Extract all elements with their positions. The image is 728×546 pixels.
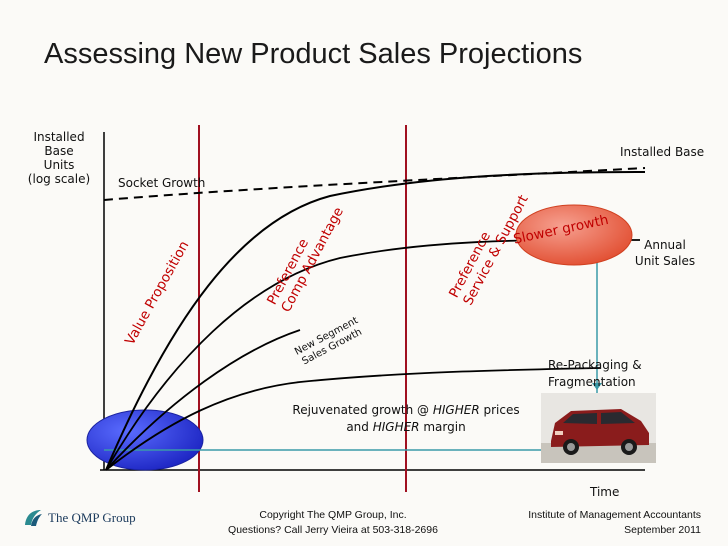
installed-base-curve bbox=[105, 171, 646, 471]
annual-unit-sales-line: Annual bbox=[644, 238, 686, 252]
questions-text: Questions? Call Jerry Vieira at 503-318-… bbox=[228, 524, 438, 536]
text-part: and bbox=[346, 420, 373, 434]
repackaging-label: Re-Packaging & Fragmentation bbox=[548, 357, 642, 391]
text-emphasis: HIGHER bbox=[372, 420, 420, 434]
footer-copyright: Copyright The QMP Group, Inc. Questions?… bbox=[208, 508, 458, 538]
x-axis-label: Time bbox=[590, 485, 620, 499]
date-text: September 2011 bbox=[624, 524, 701, 536]
footer-institute: Institute of Management Accountants Sept… bbox=[505, 508, 701, 538]
y-axis-label-line: Base bbox=[44, 144, 74, 158]
red-oval bbox=[515, 204, 633, 266]
new-segment-curve bbox=[105, 329, 301, 471]
slide-title: Assessing New Product Sales Projections bbox=[44, 38, 583, 70]
rejuvenated-growth-label: Rejuvenated growth @ HIGHER prices and H… bbox=[276, 402, 536, 436]
rejuvenated-line-2: and HIGHER margin bbox=[276, 419, 536, 436]
qmp-logo: The QMP Group bbox=[22, 501, 152, 535]
logo-text: The QMP Group bbox=[48, 510, 136, 525]
annual-unit-sales-label: Annual Unit Sales bbox=[626, 237, 704, 269]
y-axis-label: Installed Base Units (log scale) bbox=[18, 130, 100, 186]
text-emphasis: HIGHER bbox=[432, 403, 480, 417]
teal-arrowhead bbox=[592, 383, 602, 390]
institute-text: Institute of Management Accountants bbox=[528, 509, 701, 521]
y-axis-label-line: Installed bbox=[33, 130, 85, 144]
repackaging-curve bbox=[105, 367, 601, 471]
annual-unit-sales-line: Unit Sales bbox=[634, 254, 696, 268]
repackaging-line: Fragmentation bbox=[548, 375, 636, 389]
blue-oval bbox=[86, 409, 204, 471]
text-part: prices bbox=[479, 403, 520, 417]
qmp-logo-icon bbox=[25, 510, 42, 526]
rejuvenated-line-1: Rejuvenated growth @ HIGHER prices bbox=[276, 402, 536, 419]
y-axis-label-line: (log scale) bbox=[27, 172, 91, 186]
repackaging-line: Re-Packaging & bbox=[548, 358, 642, 372]
socket-growth-label: Socket Growth bbox=[118, 176, 206, 190]
installed-base-label: Installed Base bbox=[620, 145, 705, 159]
text-part: margin bbox=[419, 420, 466, 434]
copyright-text: Copyright The QMP Group, Inc. bbox=[259, 509, 407, 521]
y-axis-label-line: Units bbox=[43, 158, 75, 172]
car-photo bbox=[541, 393, 656, 463]
text-part: Rejuvenated growth @ bbox=[292, 403, 433, 417]
